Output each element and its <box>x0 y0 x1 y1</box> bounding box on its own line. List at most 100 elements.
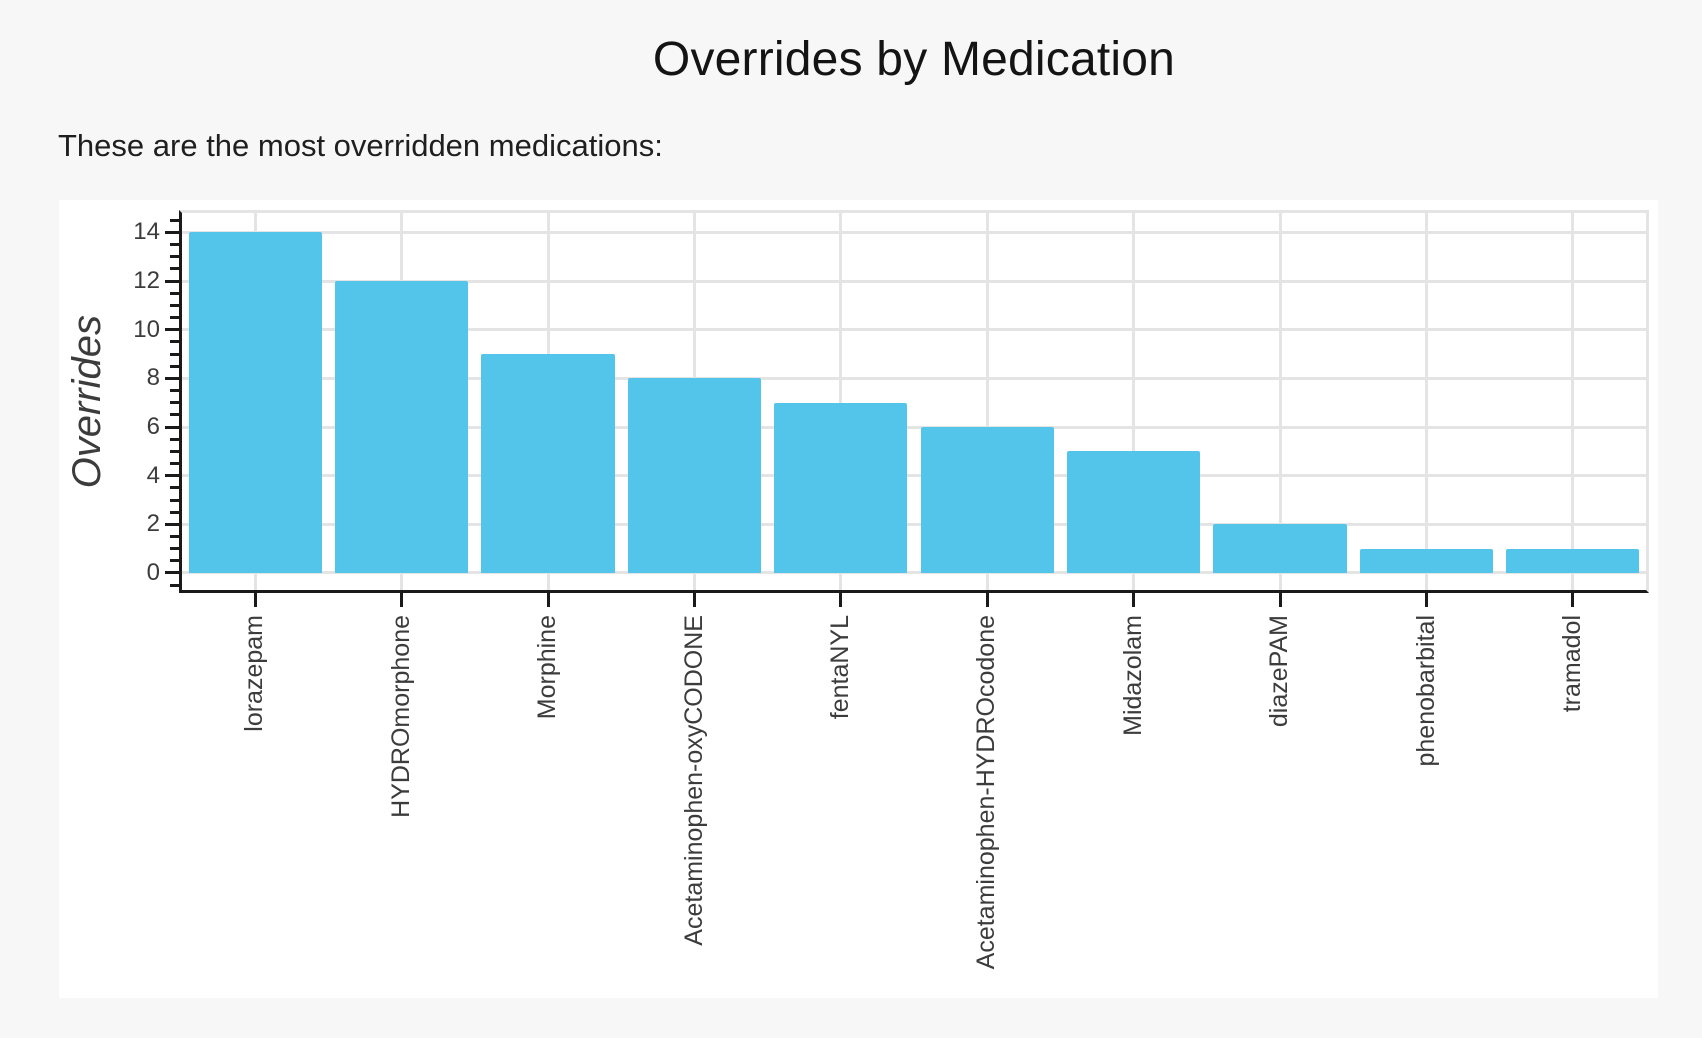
bar <box>188 232 322 573</box>
x-tick-label-cell: phenobarbital <box>1353 615 1499 985</box>
y-tick-label: 12 <box>133 267 160 295</box>
y-minor-tick <box>170 267 179 271</box>
y-major-tick <box>165 328 179 332</box>
y-tick-label: 0 <box>146 558 160 586</box>
y-minor-tick <box>170 498 179 502</box>
bar <box>334 281 469 573</box>
y-minor-tick <box>170 535 179 538</box>
gridline-h <box>182 328 1646 332</box>
y-minor-tick <box>170 303 179 307</box>
y-minor-tick <box>170 413 179 417</box>
bar <box>481 354 615 573</box>
y-minor-tick <box>170 340 179 344</box>
y-minor-tick <box>170 218 179 222</box>
gridline-h <box>182 474 1646 478</box>
y-tick-label: 10 <box>133 315 160 343</box>
gridline-h <box>182 376 1646 380</box>
bar-cell <box>475 213 621 607</box>
y-major-tick <box>165 474 179 478</box>
x-tick-label: lorazepam <box>240 615 269 732</box>
x-tick-label: diazePAM <box>1265 615 1294 728</box>
y-major-tick <box>165 279 179 283</box>
chart-subtitle: These are the most overridden medication… <box>58 128 663 163</box>
y-minor-tick <box>170 389 179 393</box>
y-minor-tick <box>170 583 179 587</box>
y-minor-tick <box>170 449 179 453</box>
x-tick <box>400 593 404 607</box>
bar <box>627 378 762 573</box>
x-tick-label-cell: Acetaminophen-HYDROcodone <box>914 615 1060 985</box>
gridline-h <box>182 571 1646 575</box>
x-tick <box>1424 593 1428 607</box>
x-tick-label-cell: diazePAM <box>1207 615 1353 985</box>
x-tick-label: Acetaminophen-HYDROcodone <box>972 615 1001 970</box>
bar-cell <box>1500 213 1646 607</box>
y-tick-label: 14 <box>133 218 160 246</box>
bar-cell <box>621 213 767 607</box>
x-tick-label-cell: fentaNYL <box>768 615 914 985</box>
y-tick-label: 6 <box>146 413 160 441</box>
bar-cell <box>914 213 1060 607</box>
y-minor-tick <box>170 243 179 247</box>
gridline-v <box>1424 213 1428 590</box>
bar-cell <box>182 213 328 607</box>
y-tick-label: 4 <box>146 461 160 489</box>
y-minor-tick <box>170 486 179 490</box>
y-major-tick <box>165 571 179 575</box>
x-tick-label: Midazolam <box>1118 615 1147 736</box>
y-major-tick <box>165 425 179 429</box>
bar <box>1359 548 1494 573</box>
gridline-h <box>182 425 1646 429</box>
y-tick-label: 8 <box>146 364 160 392</box>
x-tick <box>839 593 843 607</box>
y-major-tick <box>165 230 179 234</box>
x-tick-label: tramadol <box>1558 615 1587 713</box>
gridline-v <box>1278 213 1282 590</box>
x-tick-label: fentaNYL <box>826 615 855 720</box>
bar <box>774 402 908 573</box>
bar <box>1213 524 1347 573</box>
y-minor-tick <box>170 437 179 441</box>
x-tick-label-cell: tramadol <box>1500 615 1646 985</box>
x-tick-label: Morphine <box>533 615 562 720</box>
y-tick-label: 2 <box>146 510 160 538</box>
bar-cell <box>768 213 914 607</box>
x-tick-label: Acetaminophen-oxyCODONE <box>679 615 708 946</box>
y-axis-title: Overrides <box>65 314 109 489</box>
y-minor-tick <box>170 547 179 551</box>
x-tick-label: HYDROmorphone <box>386 615 415 818</box>
x-tick-label-cell: lorazepam <box>182 615 328 985</box>
y-minor-tick <box>170 364 179 368</box>
y-minor-tick <box>170 401 179 405</box>
chart-title: Overrides by Medication <box>652 33 1176 86</box>
y-minor-tick <box>170 462 179 466</box>
x-tick <box>985 593 989 607</box>
bar-cell <box>1353 213 1499 607</box>
x-tick <box>1132 593 1136 607</box>
gridline-h <box>182 230 1646 234</box>
x-tick <box>253 593 257 607</box>
bar <box>1506 548 1640 573</box>
y-axis-title-wrap: Overrides <box>65 210 109 593</box>
y-major-tick <box>165 376 179 380</box>
x-tick-label: phenobarbital <box>1411 615 1440 767</box>
figure-card: Overrides 0 2 4 6 8 10 12 14 lorazepam HYDROmorp… <box>59 200 1658 998</box>
y-minor-tick <box>170 291 179 295</box>
x-tick <box>1278 593 1282 607</box>
x-axis-labels: lorazepam HYDROmorphone Morphine Acetaminop… <box>182 615 1646 985</box>
bar-cell <box>328 213 474 607</box>
bar-cell <box>1207 213 1353 607</box>
x-tick <box>1571 593 1575 607</box>
x-tick <box>546 593 550 607</box>
x-tick-label-cell: Morphine <box>475 615 621 985</box>
y-minor-tick <box>170 255 179 259</box>
gridline-v <box>985 213 989 590</box>
bar-cells <box>182 213 1646 607</box>
y-major-tick <box>165 522 179 526</box>
bar <box>1067 451 1201 573</box>
gridline-v <box>1571 213 1575 590</box>
gridline-v <box>1132 213 1136 590</box>
y-minor-tick <box>170 559 179 563</box>
bar-cell <box>1060 213 1206 607</box>
x-tick-label-cell: Acetaminophen-oxyCODONE <box>621 615 767 985</box>
